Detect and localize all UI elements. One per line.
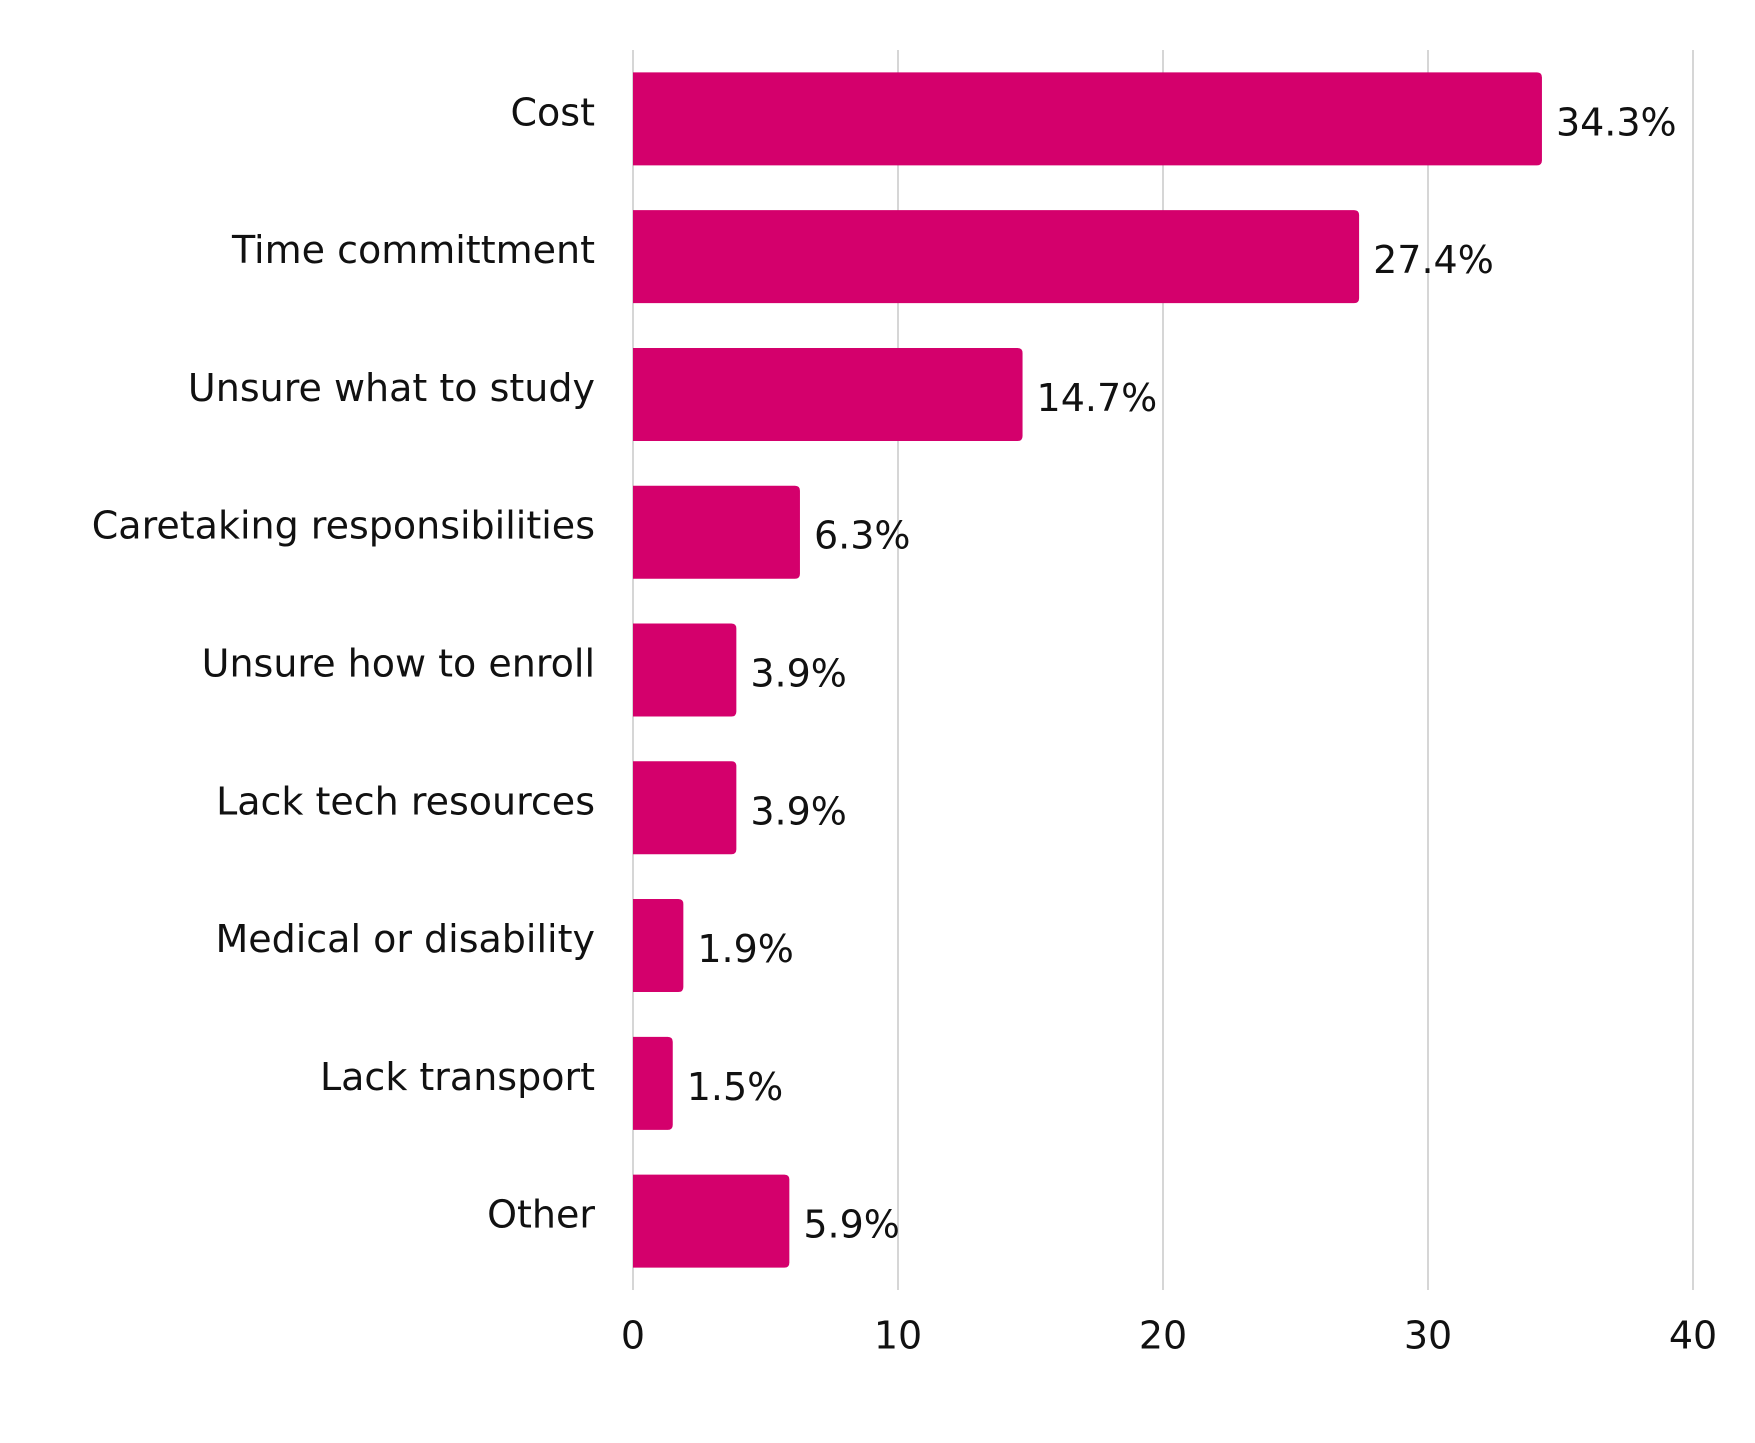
data-label: 34.3% bbox=[1556, 100, 1677, 144]
x-tick-label: 30 bbox=[1404, 1314, 1452, 1358]
bar bbox=[633, 899, 684, 993]
bar bbox=[633, 210, 1360, 304]
category-label: Caretaking responsibilities bbox=[92, 504, 595, 548]
x-tick-label: 20 bbox=[1139, 1314, 1187, 1358]
category-label: Unsure how to enroll bbox=[202, 642, 595, 686]
category-label: Cost bbox=[511, 90, 595, 134]
category-label: Other bbox=[487, 1193, 595, 1237]
bar bbox=[633, 1174, 790, 1268]
category-labels: Cost Time committment Unsure what to study… bbox=[92, 90, 596, 1236]
category-label: Lack transport bbox=[320, 1055, 595, 1099]
data-label: 1.9% bbox=[697, 927, 794, 971]
category-label: Unsure what to study bbox=[188, 366, 595, 410]
value-labels: 34.3% 27.4% 14.7% 6.3% 3.9% 3.9% 1.9% 1.5% 5.9% bbox=[687, 100, 1677, 1246]
x-tick-label: 40 bbox=[1669, 1314, 1717, 1358]
bar bbox=[633, 1036, 673, 1130]
data-label: 1.5% bbox=[687, 1065, 784, 1109]
category-label: Medical or disability bbox=[215, 917, 595, 961]
bar bbox=[633, 72, 1542, 166]
bar bbox=[633, 347, 1023, 441]
data-label: 5.9% bbox=[803, 1203, 900, 1247]
category-label: Time committment bbox=[231, 228, 595, 272]
data-label: 3.9% bbox=[750, 789, 847, 833]
x-tick-label: 0 bbox=[621, 1314, 645, 1358]
bars bbox=[633, 72, 1542, 1268]
data-label: 6.3% bbox=[814, 514, 911, 558]
x-axis-tick-labels: 0 10 20 30 40 bbox=[621, 1314, 1717, 1358]
category-label: Lack tech resources bbox=[216, 779, 595, 823]
data-label: 27.4% bbox=[1373, 238, 1494, 282]
data-label: 3.9% bbox=[750, 652, 847, 696]
bar bbox=[633, 485, 800, 579]
data-label: 14.7% bbox=[1037, 376, 1158, 420]
bar bbox=[633, 761, 737, 855]
bar bbox=[633, 623, 737, 717]
x-tick-label: 10 bbox=[874, 1314, 922, 1358]
